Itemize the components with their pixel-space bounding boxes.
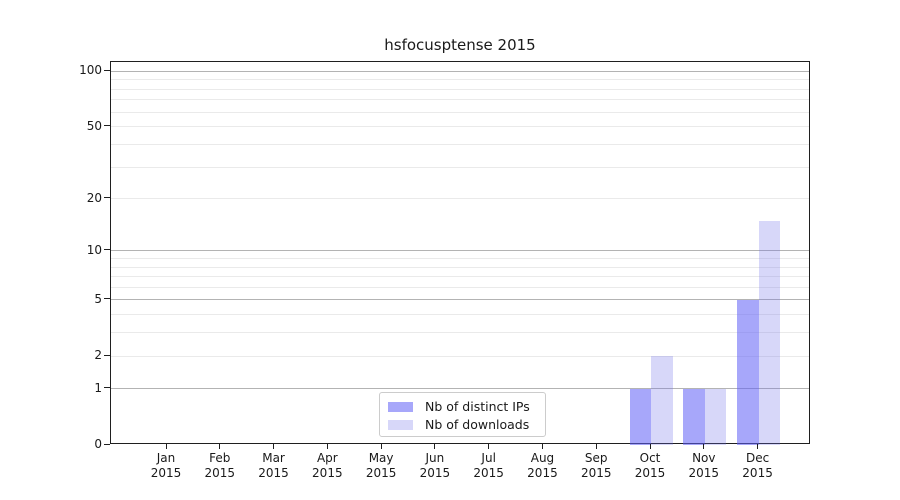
x-tick-mark xyxy=(757,444,759,449)
legend-swatch-distinct-ips-icon xyxy=(388,402,413,412)
y-tick-label: 1 xyxy=(94,380,102,395)
x-tick-label: Oct 2015 xyxy=(634,451,666,480)
x-tick-label: Jun 2015 xyxy=(419,451,451,480)
bar-distinct-ips xyxy=(629,388,652,445)
x-tick-mark xyxy=(541,444,543,449)
x-tick-label: Aug 2015 xyxy=(527,451,558,480)
bar-downloads xyxy=(651,356,673,445)
x-tick-mark xyxy=(703,444,705,449)
plot-area xyxy=(110,61,810,445)
gridline-major xyxy=(111,70,809,72)
x-tick-mark xyxy=(434,444,436,449)
gridline-minor xyxy=(111,332,809,334)
gridline-major xyxy=(111,299,809,301)
y-tick-mark xyxy=(104,443,110,445)
x-tick-label: Dec 2015 xyxy=(742,451,773,480)
legend-swatch-downloads-icon xyxy=(388,420,413,430)
bar-distinct-ips xyxy=(737,299,759,445)
x-tick-mark xyxy=(165,444,167,449)
legend-label-distinct-ips: Nb of distinct IPs xyxy=(425,399,530,414)
gridline-minor xyxy=(111,266,809,268)
y-tick-mark xyxy=(104,249,110,251)
y-tick-mark xyxy=(104,69,110,71)
x-tick-mark xyxy=(273,444,275,449)
gridline-major xyxy=(111,250,809,252)
x-tick-mark xyxy=(219,444,221,449)
x-tick-label: May 2015 xyxy=(365,451,397,480)
gridline-minor xyxy=(111,166,809,168)
x-tick-mark xyxy=(649,444,651,449)
gridline-minor xyxy=(111,111,809,113)
bar-downloads xyxy=(758,220,781,445)
y-tick-label: 50 xyxy=(86,118,102,133)
bar-distinct-ips xyxy=(683,388,705,445)
x-tick-mark xyxy=(595,444,597,449)
y-tick-mark xyxy=(104,197,110,199)
gridline-major xyxy=(111,388,809,390)
y-tick-label: 10 xyxy=(86,242,102,257)
x-tick-label: Sep 2015 xyxy=(580,451,612,480)
gridline-minor xyxy=(111,88,809,90)
x-tick-mark xyxy=(488,444,490,449)
y-tick-mark xyxy=(104,298,110,300)
gridline-minor xyxy=(111,198,809,200)
x-tick-label: Mar 2015 xyxy=(258,451,289,480)
y-tick-label: 2 xyxy=(94,348,102,363)
x-tick-label: Apr 2015 xyxy=(312,451,343,480)
y-tick-label: 100 xyxy=(79,63,102,78)
gridline-minor xyxy=(111,143,809,145)
legend: Nb of distinct IPs Nb of downloads xyxy=(379,392,546,437)
x-tick-label: Nov 2015 xyxy=(688,451,720,480)
y-tick-label: 5 xyxy=(94,291,102,306)
gridline-minor xyxy=(111,276,809,278)
gridline-minor xyxy=(111,79,809,81)
y-tick-label: 0 xyxy=(94,437,102,451)
legend-item-distinct-ips: Nb of distinct IPs xyxy=(388,398,537,416)
x-tick-label: Jul 2015 xyxy=(473,451,504,480)
y-tick-mark xyxy=(104,354,110,356)
gridline-minor xyxy=(111,355,809,357)
y-tick-label: 20 xyxy=(86,190,102,205)
gridline-minor xyxy=(111,126,809,128)
x-tick-mark xyxy=(326,444,328,449)
legend-label-downloads: Nb of downloads xyxy=(425,417,530,432)
x-tick-mark xyxy=(380,444,382,449)
x-tick-label: Feb 2015 xyxy=(204,451,236,480)
y-tick-mark xyxy=(104,125,110,127)
y-tick-mark xyxy=(104,387,110,389)
x-tick-label: Jan 2015 xyxy=(150,451,182,480)
gridline-minor xyxy=(111,99,809,101)
legend-item-downloads: Nb of downloads xyxy=(388,416,537,434)
gridline-minor xyxy=(111,258,809,260)
chart-title: hsfocusptense 2015 xyxy=(384,36,536,54)
gridline-minor xyxy=(111,314,809,316)
bar-downloads xyxy=(704,388,727,445)
gridline-minor xyxy=(111,286,809,288)
